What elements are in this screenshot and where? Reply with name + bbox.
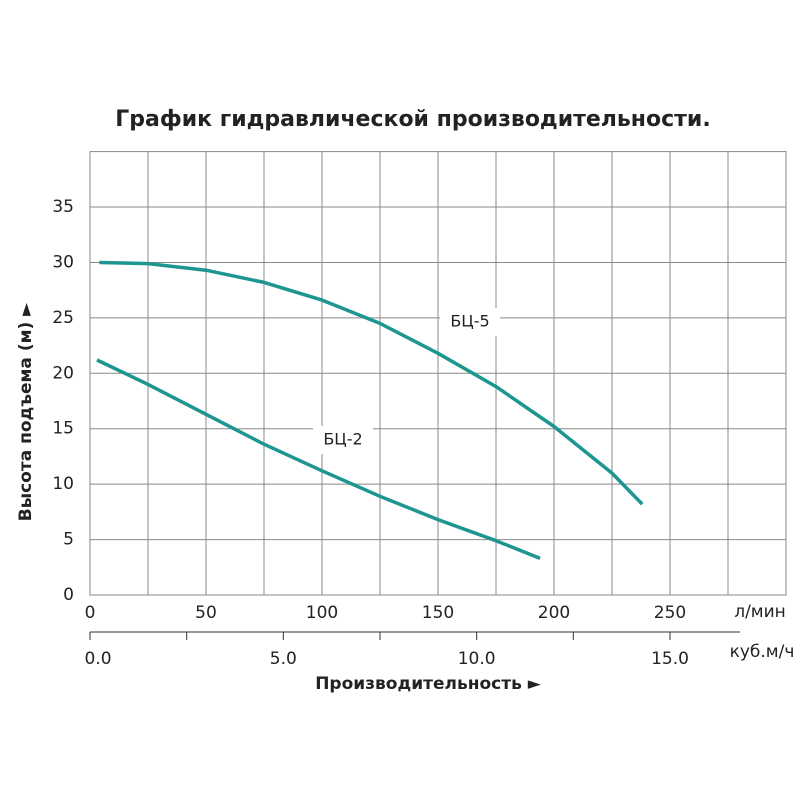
series-label-bg: [440, 308, 500, 336]
y-tick-label: 20: [52, 363, 74, 383]
series-label: БЦ-2: [323, 430, 362, 449]
x2-tick-label: 0.0: [84, 649, 111, 669]
y-tick-label: 15: [52, 419, 74, 439]
x-tick-label: 250: [654, 603, 686, 623]
x-tick-label: 0: [85, 603, 96, 623]
x-unit: л/мин: [734, 602, 786, 622]
series-line: [96, 358, 541, 561]
y-tick-label: 10: [52, 474, 74, 494]
y-tick-label: 30: [52, 252, 74, 272]
y-tick-label: 0: [63, 585, 74, 605]
chart-title: График гидравлической производительности…: [115, 107, 710, 132]
x-axis-label: Производительность ►: [315, 674, 542, 694]
x-tick-label: 100: [306, 603, 338, 623]
x-tick-label: 200: [538, 603, 570, 623]
y-axis-label: Высота подъема (м) ►: [16, 302, 36, 521]
y-tick-label: 5: [63, 530, 74, 550]
x-tick-label: 50: [195, 603, 217, 623]
x2-tick-label: 15.0: [651, 649, 689, 669]
y-tick-label: 25: [52, 308, 74, 328]
series-label-bg: [313, 426, 373, 454]
series-line: [99, 260, 644, 506]
x2-tick-label: 5.0: [270, 649, 297, 669]
y-tick-label: 35: [52, 197, 74, 217]
x2-unit: куб.м/ч: [730, 642, 795, 662]
series-label: БЦ-5: [450, 312, 489, 331]
x-tick-label: 150: [422, 603, 454, 623]
x2-tick-label: 10.0: [458, 649, 496, 669]
